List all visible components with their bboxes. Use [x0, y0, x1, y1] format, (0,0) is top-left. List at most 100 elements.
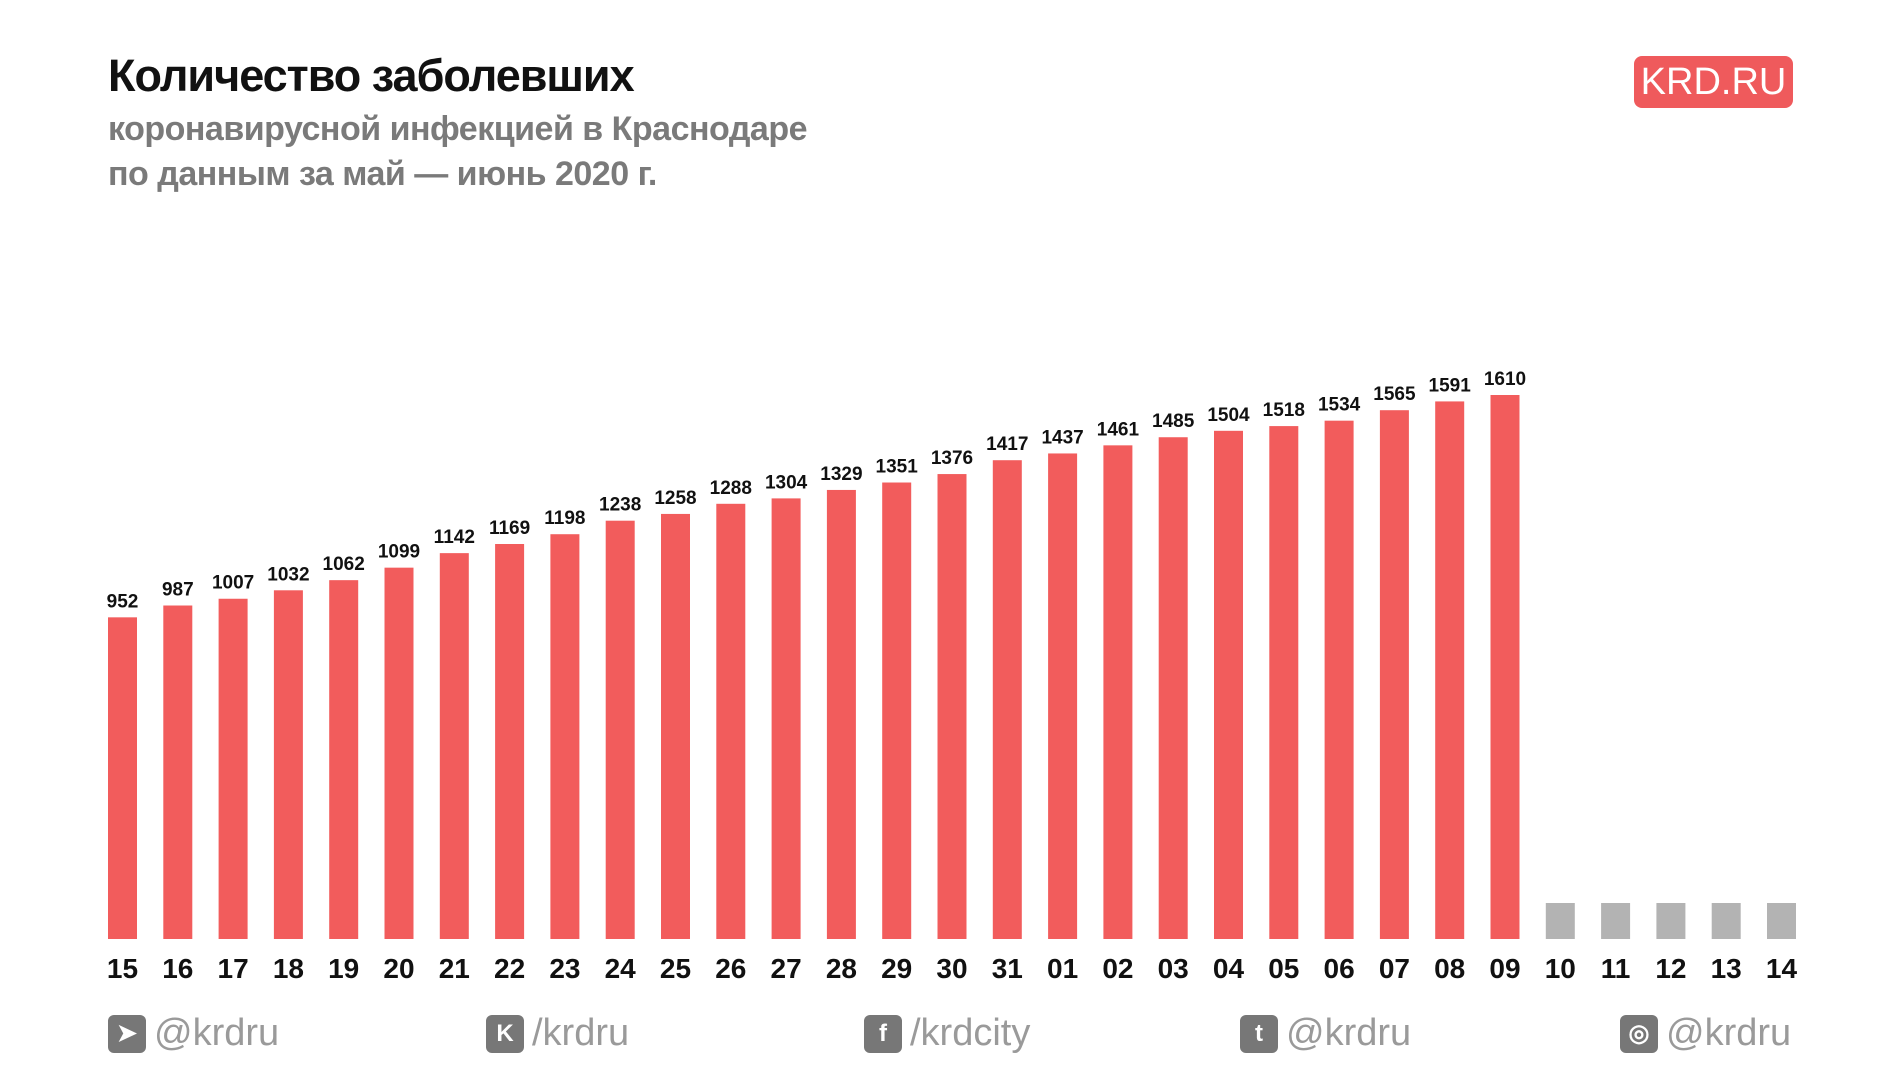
- instagram-icon: ◎: [1620, 1014, 1658, 1053]
- facebook-icon: f: [864, 1014, 902, 1053]
- data-label: 1304: [765, 472, 808, 493]
- x-tick-label: 13: [1711, 953, 1742, 984]
- x-tick-label: 25: [660, 953, 691, 984]
- bar: [1379, 410, 1409, 939]
- x-tick-label: 31: [992, 953, 1023, 984]
- data-label: 1288: [710, 478, 752, 499]
- data-label: 1142: [434, 527, 475, 548]
- placeholder-bar: [1545, 903, 1575, 939]
- data-label: 1534: [1318, 395, 1361, 416]
- vk-icon: K: [486, 1014, 524, 1053]
- social-link[interactable]: ➤ @krdru: [108, 1012, 279, 1055]
- bar: [329, 580, 359, 939]
- bar: [1435, 401, 1465, 939]
- bar: [937, 474, 967, 939]
- x-tick-label: 14: [1766, 953, 1798, 984]
- x-tick-label: 28: [826, 953, 857, 984]
- x-tick-label: 20: [383, 953, 414, 984]
- x-tick-label: 12: [1655, 953, 1686, 984]
- chart-subtitle: коронавирусной инфекцией в Краснодаре: [108, 110, 808, 148]
- bar: [1324, 420, 1354, 939]
- bar: [1158, 437, 1188, 939]
- x-tick-label: 06: [1324, 953, 1355, 984]
- data-label: 1329: [820, 464, 862, 485]
- data-label: 1099: [378, 542, 420, 563]
- x-tick-label: 17: [218, 953, 249, 984]
- x-tick-label: 23: [549, 953, 580, 984]
- social-link[interactable]: K/krdru: [486, 1012, 629, 1055]
- social-link[interactable]: ◎ @krdru: [1620, 1012, 1791, 1055]
- x-tick-label: 11: [1601, 953, 1631, 984]
- bar: [826, 489, 856, 939]
- twitter-icon: t: [1240, 1014, 1278, 1053]
- data-label: 1485: [1152, 411, 1195, 432]
- x-tick-label: 03: [1158, 953, 1189, 984]
- bar: [439, 553, 469, 939]
- social-handle: @krdru: [154, 1012, 280, 1054]
- placeholder-bar: [1767, 903, 1796, 939]
- data-label: 1518: [1263, 400, 1305, 421]
- data-label: 1169: [489, 518, 530, 539]
- social-handle: /krdru: [532, 1012, 630, 1054]
- data-label: 1258: [654, 488, 696, 509]
- placeholder-bar: [1601, 903, 1631, 939]
- data-label: 1610: [1484, 369, 1526, 390]
- bar: [218, 598, 248, 939]
- bar: [108, 617, 137, 939]
- data-label: 1351: [876, 457, 919, 478]
- bar: [661, 513, 690, 939]
- data-label: 987: [162, 580, 194, 601]
- bar: [1490, 395, 1520, 939]
- data-label: 1238: [599, 495, 641, 516]
- data-label: 1591: [1429, 375, 1472, 396]
- x-tick-label: 30: [936, 953, 967, 984]
- data-label: 952: [107, 591, 139, 612]
- bar: [992, 460, 1022, 939]
- data-label: 1461: [1097, 419, 1140, 440]
- telegram-icon: ➤: [108, 1014, 146, 1053]
- data-label: 1504: [1207, 405, 1250, 426]
- x-tick-label: 01: [1047, 953, 1078, 984]
- data-label: 1417: [986, 434, 1028, 455]
- x-tick-label: 29: [881, 953, 912, 984]
- bar: [1103, 445, 1133, 939]
- bar: [1269, 426, 1299, 940]
- x-tick-label: 16: [162, 953, 193, 984]
- bar: [163, 605, 193, 939]
- x-tick-label: 08: [1434, 953, 1465, 984]
- bar: [716, 503, 746, 939]
- social-link[interactable]: t @krdru: [1240, 1012, 1411, 1055]
- x-tick-label: 22: [494, 953, 525, 984]
- chart-title: Количество заболевших: [108, 50, 635, 101]
- x-tick-label: 09: [1489, 953, 1520, 984]
- bar: [605, 520, 635, 939]
- bar: [495, 544, 525, 939]
- data-label: 1032: [267, 564, 309, 585]
- x-tick-label: 19: [328, 953, 359, 984]
- chart-subtitle-period: по данным за май — июнь 2020 г.: [108, 155, 657, 193]
- placeholder-bar: [1711, 903, 1741, 939]
- bar: [1048, 453, 1078, 939]
- x-tick-label: 24: [605, 953, 637, 984]
- bar: [550, 534, 580, 939]
- data-label: 1062: [323, 554, 365, 575]
- x-tick-label: 05: [1268, 953, 1299, 984]
- data-label: 1198: [544, 508, 585, 529]
- social-handle: /krdcity: [910, 1012, 1031, 1054]
- x-tick-label: 26: [715, 953, 746, 984]
- bar: [384, 567, 414, 939]
- krd-logo[interactable]: KRD.RU: [1634, 56, 1793, 108]
- placeholder-bar: [1656, 903, 1686, 939]
- x-tick-label: 07: [1379, 953, 1410, 984]
- social-link[interactable]: f/krdcity: [864, 1012, 1030, 1055]
- data-label: 1376: [931, 448, 973, 469]
- x-tick-label: 18: [273, 953, 304, 984]
- x-tick-label: 04: [1213, 953, 1245, 984]
- data-label: 1437: [1041, 427, 1083, 448]
- data-label: 1007: [212, 573, 254, 594]
- data-label: 1565: [1373, 384, 1416, 405]
- bar: [273, 590, 303, 939]
- x-tick-label: 02: [1102, 953, 1133, 984]
- bar: [1214, 430, 1243, 939]
